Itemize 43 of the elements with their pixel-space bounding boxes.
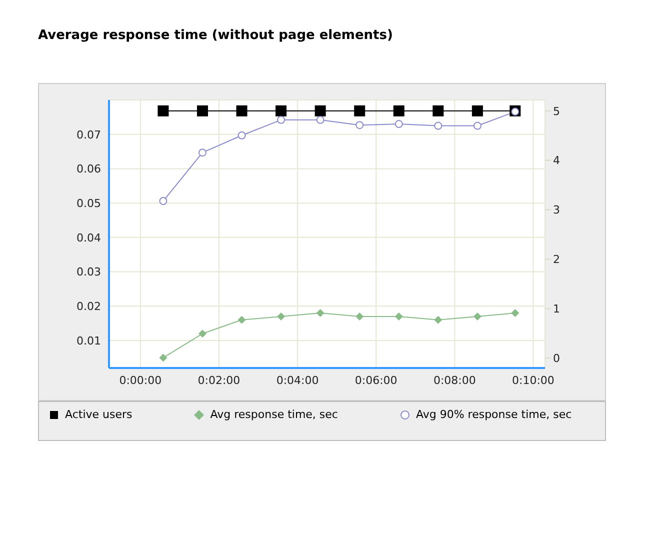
point [511, 108, 520, 116]
point [356, 312, 364, 320]
y2-tick-label: 5 [553, 104, 560, 118]
y-tick-label: 0.01 [76, 334, 101, 348]
point [434, 316, 442, 324]
point [277, 312, 286, 320]
x-tick-label: 0:10:00 [512, 374, 554, 387]
point [159, 354, 168, 362]
y2-tick-label: 0 [553, 352, 560, 366]
y2-tick-label: 3 [553, 204, 560, 217]
legend-label: Avg 90% response time, sec [414, 408, 572, 424]
y-tick-label: 0.07 [76, 128, 101, 142]
point [316, 116, 324, 124]
x-tick-label: 0:06:00 [354, 374, 398, 387]
point [356, 121, 364, 130]
x-tick-label: 0:08:00 [433, 374, 476, 387]
x-tick-label: 0:04:00 [276, 374, 319, 387]
point [473, 122, 482, 130]
point [473, 312, 482, 320]
y-tick-label: 0.06 [76, 162, 101, 176]
legend-label: Active users [64, 408, 132, 424]
point [394, 312, 403, 320]
point [277, 116, 286, 124]
y2-tick-label: 4 [553, 154, 560, 168]
point [434, 122, 442, 130]
point [511, 309, 520, 318]
y-tick-label: 0.05 [76, 196, 101, 210]
chart-title: Average response time (without page elements) [38, 28, 394, 43]
y-tick-label: 0.02 [76, 300, 101, 314]
y-tick-label: 0.03 [76, 266, 101, 279]
y2-tick-label: 1 [553, 302, 560, 316]
legend-label: Avg response time, sec [209, 408, 338, 424]
point [316, 309, 324, 318]
y-tick-label: 0.04 [76, 231, 101, 244]
point [394, 120, 403, 128]
point [238, 131, 246, 140]
point [159, 197, 168, 206]
point [198, 148, 206, 157]
point [198, 330, 206, 338]
x-tick-label: 0:02:00 [198, 374, 240, 387]
point [238, 316, 246, 324]
y2-tick-label: 2 [553, 253, 560, 266]
x-tick-label: 0:00:00 [119, 374, 162, 387]
